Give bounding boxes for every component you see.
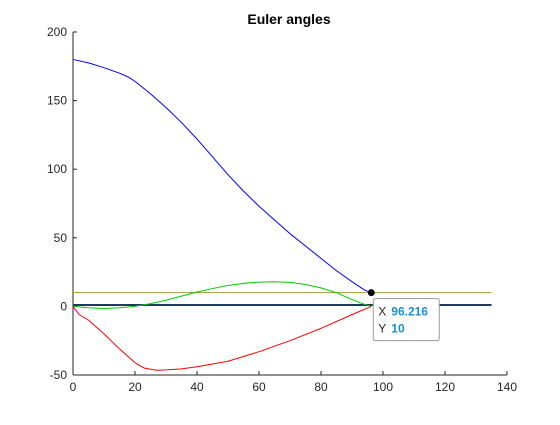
datatip-marker[interactable] xyxy=(367,289,375,297)
x-tick-label: 20 xyxy=(128,380,142,394)
x-tick-label: 120 xyxy=(435,380,455,394)
series-line-1 xyxy=(72,58,372,294)
series-line-3 xyxy=(72,281,372,309)
datatip-y-label: Y xyxy=(378,322,386,336)
datatip-x-label: X xyxy=(378,305,386,319)
y-tick-label: 100 xyxy=(47,162,67,176)
datatip-y-value: 10 xyxy=(391,322,405,336)
y-tick-label: 50 xyxy=(54,231,68,245)
x-tick-label: 100 xyxy=(373,380,393,394)
datatip-x-value: 96.216 xyxy=(391,305,428,319)
x-tick-label: 140 xyxy=(497,380,517,394)
y-tick-label: 0 xyxy=(60,299,67,313)
x-tick-label: 0 xyxy=(70,380,77,394)
y-tick-label: 150 xyxy=(47,94,67,108)
x-tick-label: 80 xyxy=(314,380,328,394)
chart-title: Euler angles xyxy=(247,11,330,27)
x-tick-label: 40 xyxy=(190,380,204,394)
y-tick-label: 200 xyxy=(47,25,67,39)
series-line-2 xyxy=(72,305,372,371)
datatip-box xyxy=(372,298,440,342)
series-group xyxy=(72,58,492,371)
x-tick-label: 60 xyxy=(252,380,266,394)
y-tick-label: -50 xyxy=(50,368,68,382)
datatip[interactable]: X 96.216 Y 10 xyxy=(367,289,440,342)
